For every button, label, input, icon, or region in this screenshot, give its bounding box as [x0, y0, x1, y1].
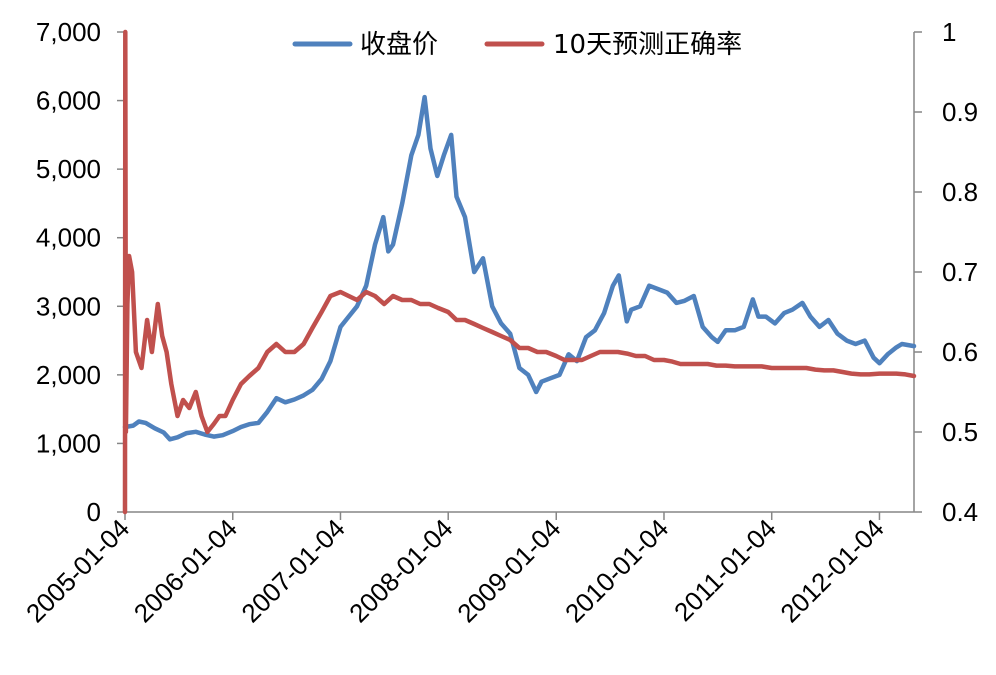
x-tick-label: 2011-01-04 — [668, 513, 782, 627]
y-left-tick-label: 0 — [87, 497, 101, 527]
x-tick-label: 2010-01-04 — [559, 513, 674, 628]
x-tick-label: 2012-01-04 — [774, 513, 889, 628]
accuracy-line — [122, 29, 917, 515]
y-left-tick-label: 1,000 — [36, 428, 101, 458]
legend-label-close-price: 收盘价 — [360, 30, 438, 60]
y-right-tick-label: 0.5 — [942, 417, 978, 447]
legend: 收盘价 10天预测正确率 — [292, 30, 742, 60]
y-left-tick-label: 5,000 — [36, 154, 101, 184]
x-tick-label: 2008-01-04 — [343, 513, 458, 628]
x-tick-label: 2005-01-04 — [20, 513, 135, 628]
x-tick-label: 2006-01-04 — [128, 513, 243, 628]
series-lines — [122, 29, 917, 515]
y-left-tick-label: 7,000 — [36, 17, 101, 47]
legend-label-accuracy: 10天预测正确率 — [553, 30, 742, 60]
y-right-tick-label: 0.4 — [942, 497, 978, 527]
y-right-tick-label: 0.9 — [942, 97, 978, 127]
y-right-tick-label: 0.6 — [942, 337, 978, 367]
close-price-line — [122, 94, 917, 442]
y-right-tick-label: 1 — [942, 17, 956, 47]
y-left-tick-label: 4,000 — [36, 223, 101, 253]
y-right-tick-label: 0.7 — [942, 257, 978, 287]
y-left-tick-label: 6,000 — [36, 86, 101, 116]
x-tick-label: 2007-01-04 — [235, 513, 350, 628]
y-right-tick-label: 0.8 — [942, 177, 978, 207]
y-left-tick-label: 3,000 — [36, 291, 101, 321]
y-left-tick-label: 2,000 — [36, 360, 101, 390]
x-tick-label: 2009-01-04 — [451, 513, 566, 628]
